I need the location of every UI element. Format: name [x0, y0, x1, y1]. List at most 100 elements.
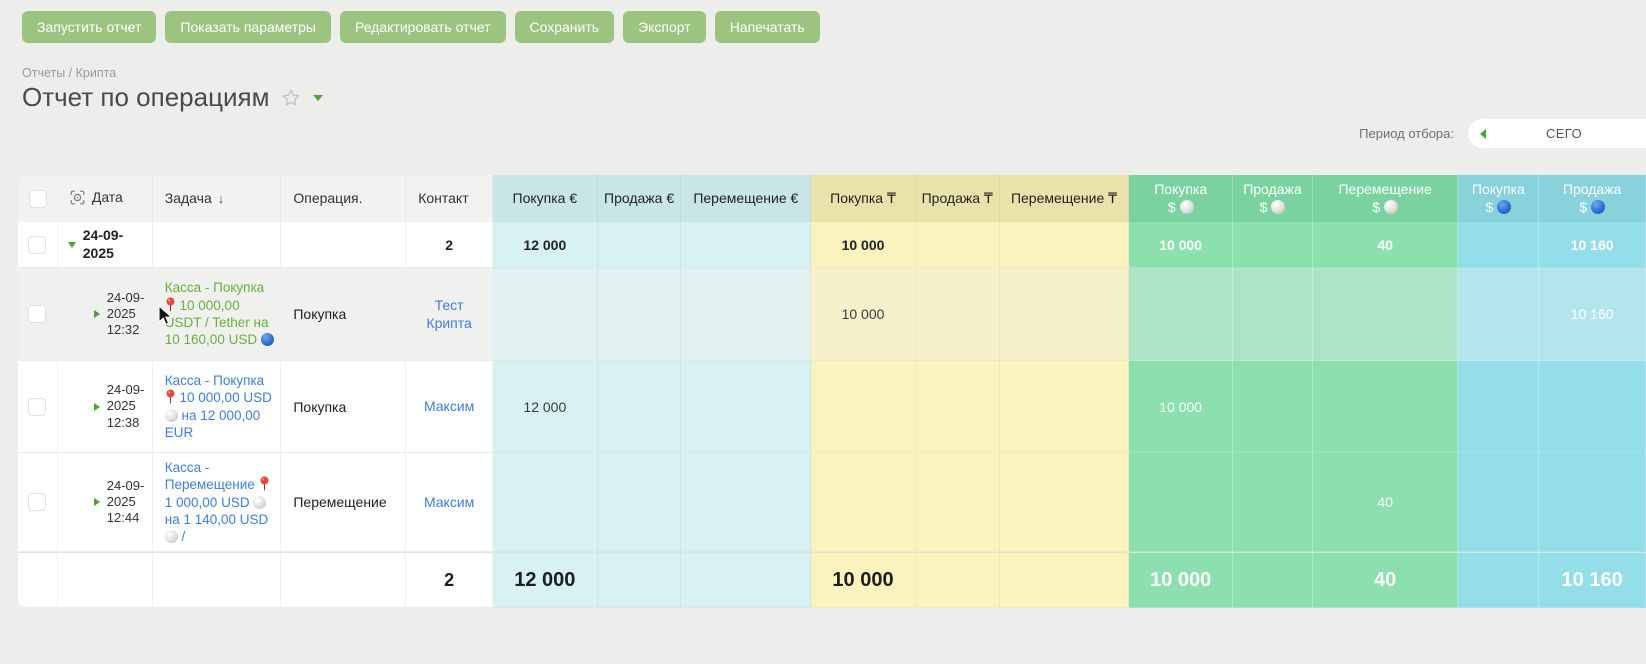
collapse-icon[interactable] [67, 241, 76, 248]
export-button[interactable]: Экспорт [623, 11, 706, 43]
date-value: 24-09-2025 12:38 [106, 382, 145, 430]
period-label: Период отбора: [1359, 126, 1454, 141]
col-header-buy_usdb[interactable]: Покупка $ [1458, 175, 1540, 222]
cell-contact: Максим [406, 453, 494, 553]
row-checkbox[interactable] [28, 305, 47, 324]
save-button[interactable]: Сохранить [514, 11, 615, 43]
cell-move_usdw: 40 [1312, 453, 1459, 553]
white-ball-icon [253, 495, 267, 509]
print-button[interactable]: Напечатать [714, 11, 820, 43]
cell-contact: Максим [406, 361, 494, 453]
col-header-buy_kzt[interactable]: Покупка ₸ [811, 175, 916, 222]
title-menu-caret-icon[interactable] [313, 94, 324, 101]
cell-move_usdw [1312, 268, 1459, 361]
page-title: Отчет по операциям [22, 82, 270, 112]
cell-move_eur [681, 552, 812, 609]
col-header-buy_eur[interactable]: Покупка € [493, 175, 598, 222]
cell-operation [281, 222, 407, 268]
cell-sell_kzt [915, 552, 1000, 609]
amount-value: 10 160 [1561, 568, 1623, 591]
cell-operation: Покупка [281, 268, 407, 361]
task-link[interactable]: Касса - Перемещение 1 000,00 USD на 1 14… [164, 460, 270, 545]
cell-buy_eur: 12 000 [493, 222, 598, 268]
task-link[interactable]: Касса - Покупка 10 000,00 USDT / Tether … [165, 279, 275, 348]
show-params-button[interactable]: Показать параметры [165, 11, 331, 43]
cell-buy_kzt [811, 453, 916, 553]
white-ball-icon [164, 408, 178, 422]
currency-badge: $ [1313, 199, 1458, 216]
breadcrumb[interactable]: Отчеты / Крипта [22, 66, 117, 80]
amount-value: 40 [1377, 236, 1393, 253]
cell-move_kzt [999, 361, 1130, 453]
edit-report-button[interactable]: Редактировать отчет [339, 11, 506, 43]
expand-icon[interactable] [93, 310, 100, 318]
cell-date: 24-09-2025 12:32 [57, 268, 153, 361]
expand-icon[interactable] [93, 498, 100, 507]
select-all-checkbox[interactable] [28, 189, 47, 208]
contact-link[interactable]: Тест Крипта [426, 296, 472, 331]
col-label: Покупка ₸ [830, 190, 896, 206]
cell-move_eur [681, 361, 812, 453]
col-header-move_eur[interactable]: Перемещение € [681, 175, 812, 222]
contact-link[interactable]: Максим [423, 398, 475, 415]
date-value: 24-09-2025 12:44 [106, 477, 145, 526]
cell-sell_kzt [915, 453, 1000, 553]
cell-buy_usdw [1129, 453, 1233, 553]
col-header-move_kzt[interactable]: Перемещение ₸ [999, 175, 1130, 222]
expand-icon[interactable] [93, 402, 100, 411]
col-label: Продажа € [604, 190, 675, 206]
col-label: Покупка [1154, 181, 1208, 197]
cell-sell_usdb: 10 160 [1539, 552, 1646, 609]
row-checkbox[interactable] [28, 397, 47, 416]
amount-value: 40 [1377, 494, 1393, 511]
pin-icon [259, 476, 270, 491]
operation-value: Перемещение [293, 494, 387, 511]
col-header-check[interactable] [18, 175, 58, 222]
cell-buy_eur: 12 000 [493, 552, 598, 609]
row-checkbox[interactable] [28, 493, 47, 512]
cell-buy_kzt: 10 000 [811, 268, 916, 361]
blue-ball-icon [1497, 200, 1512, 214]
col-label: Продажа ₸ [921, 190, 993, 206]
contact-link[interactable]: Максим [423, 494, 475, 511]
report-table-container: Дата Задача ↓ Операция. Контакт Покупка € Прод… [18, 175, 1646, 609]
cell-buy_usdb [1458, 453, 1540, 553]
amount-value: 10 000 [841, 236, 885, 253]
cell-sell_usdw [1233, 222, 1313, 268]
period-selector: Период отбора: СЕГО [1359, 119, 1646, 148]
col-header-sell_kzt[interactable]: Продажа ₸ [915, 175, 1000, 222]
favorite-star-icon[interactable] [281, 88, 301, 108]
col-header-sell_usdw[interactable]: Продажа $ [1233, 175, 1313, 222]
col-header-operation[interactable]: Операция. [281, 175, 407, 222]
period-prev-icon[interactable] [1480, 128, 1486, 139]
run-report-button[interactable]: Запустить отчет [22, 11, 157, 43]
column-settings-icon[interactable] [70, 190, 85, 205]
row-checkbox[interactable] [28, 235, 47, 254]
amount-value: 10 160 [1570, 306, 1614, 322]
cell-date: 24-09-2025 12:44 [57, 453, 153, 553]
cell-task: Касса - Покупка 10 000,00 USD на 12 000,… [152, 361, 282, 453]
currency-badge: $ [1539, 199, 1645, 216]
cell-move_kzt [999, 453, 1130, 553]
col-header-contact[interactable]: Контакт [406, 175, 494, 222]
col-header-sell_eur[interactable]: Продажа € [597, 175, 682, 222]
cell-buy_usdb [1458, 552, 1540, 609]
col-header-sell_usdb[interactable]: Продажа $ [1539, 175, 1646, 222]
col-header-task[interactable]: Задача ↓ [152, 175, 282, 222]
cell-task [152, 222, 282, 268]
amount-value: 10 000 [1159, 398, 1203, 415]
cell-buy_usdb [1458, 268, 1540, 361]
amount-value: 10 000 [841, 306, 885, 322]
col-header-date[interactable]: Дата [57, 175, 153, 222]
white-ball-icon [1383, 200, 1398, 214]
contact-count: 2 [445, 236, 454, 253]
col-header-move_usdw[interactable]: Перемещение $ [1312, 175, 1459, 222]
col-header-buy_usdw[interactable]: Покупка $ [1129, 175, 1233, 222]
col-label: Перемещение € [693, 190, 799, 206]
period-pill[interactable]: СЕГО [1468, 119, 1646, 148]
cell-buy_kzt: 10 000 [811, 552, 916, 609]
table-row: 24-09-2025 12:38 Касса - Покупка 10 000,0… [18, 361, 1646, 453]
cell-sell_usdw [1233, 453, 1313, 553]
col-label: Дата [91, 188, 123, 205]
task-link[interactable]: Касса - Покупка 10 000,00 USD на 12 000,… [164, 372, 272, 440]
